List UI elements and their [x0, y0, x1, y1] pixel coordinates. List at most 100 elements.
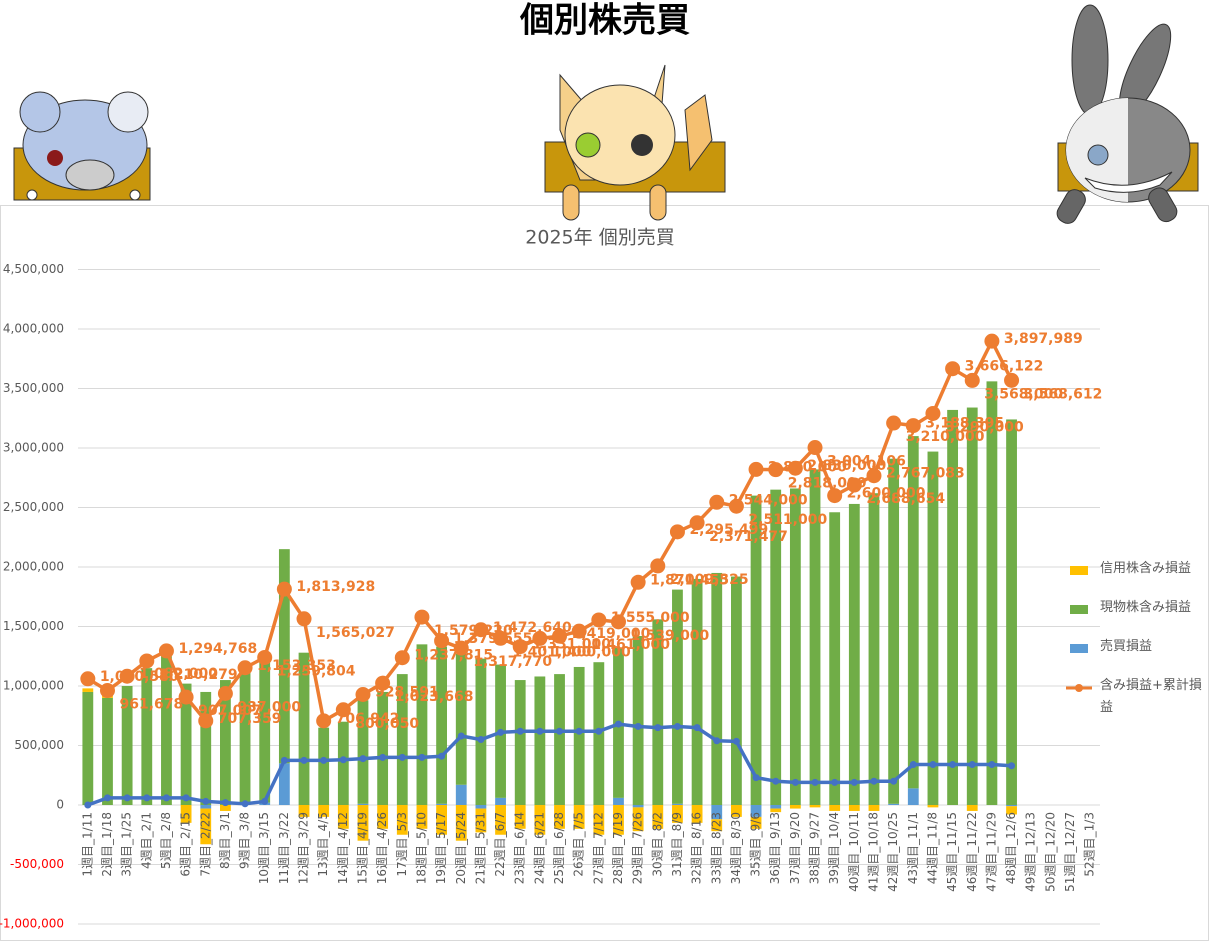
line-marker: [905, 418, 921, 434]
y-tick-label: 4,500,000: [3, 262, 64, 276]
bar: [927, 805, 939, 808]
data-label: 3,897,989: [1004, 331, 1083, 347]
x-tick-label: 14週目_4/12: [336, 812, 350, 884]
bar: [455, 805, 467, 841]
data-label: 2,820,000: [768, 459, 847, 475]
line-marker: [650, 558, 666, 574]
y-tick-label: 2,500,000: [3, 500, 64, 514]
bar: [475, 658, 487, 805]
data-label: 1,237,815: [414, 648, 493, 664]
line-marker: [320, 756, 328, 764]
x-tick-label: 51週目_12/27: [1063, 812, 1077, 892]
bar: [200, 691, 212, 805]
data-label: 1,461,000: [591, 637, 670, 653]
data-label: 1,317,770: [473, 654, 552, 670]
x-tick-label: 10週目_3/15: [257, 812, 271, 884]
y-tick-label: 3,000,000: [3, 441, 64, 455]
bar: [416, 805, 428, 829]
bar: [829, 805, 841, 811]
line-marker: [571, 623, 587, 639]
x-tick-label: 28週目_7/19: [611, 812, 625, 884]
bar: [711, 572, 723, 805]
bar: [829, 512, 841, 805]
line-marker: [532, 630, 548, 646]
bar: [121, 686, 133, 805]
legend-item: 現物株含み損益: [1066, 597, 1206, 619]
line-marker: [335, 702, 351, 718]
bar: [219, 680, 231, 805]
line-marker: [890, 777, 898, 785]
y-tick-label: 1,500,000: [3, 619, 64, 633]
line-marker: [162, 794, 170, 802]
x-tick-label: 15週目_4/19: [355, 812, 369, 884]
x-tick-label: 2週目_1/18: [100, 812, 114, 877]
line-marker: [768, 462, 784, 478]
data-label: 2,009,325: [670, 572, 749, 588]
bar: [848, 805, 860, 811]
y-tick-label: 1,000,000: [3, 679, 64, 693]
bar: [573, 666, 585, 805]
bar: [1006, 805, 1017, 807]
x-tick-label: 39週目_10/4: [827, 812, 841, 884]
bar: [534, 805, 546, 835]
data-label: 1,082,000: [139, 666, 218, 682]
bar: [495, 797, 506, 805]
bar: [593, 805, 605, 835]
bar: [534, 676, 546, 805]
legend-item: 売買損益: [1066, 636, 1206, 658]
bar: [691, 578, 703, 805]
data-label: 3,290,000: [945, 419, 1024, 435]
data-label: 1,539,000: [630, 628, 709, 644]
data-label: 2,600,000: [847, 486, 926, 502]
data-label: 3,666,122: [965, 359, 1044, 375]
x-tick-label: 20週目_5/24: [454, 812, 468, 884]
line-marker: [575, 727, 583, 735]
data-label: 2,295,499: [689, 522, 768, 538]
bar: [180, 683, 192, 805]
bar: [82, 688, 94, 692]
bar: [82, 691, 94, 805]
data-label: 928,591: [375, 684, 439, 700]
line-marker: [221, 799, 229, 807]
bar: [809, 469, 821, 805]
line-marker: [493, 630, 509, 646]
line-marker: [257, 649, 273, 665]
line-marker: [552, 628, 568, 644]
x-tick-label: 41週目_10/18: [866, 812, 880, 892]
bar: [632, 805, 644, 808]
x-tick-label: 25週目_6/28: [552, 812, 566, 884]
y-tick-label: 0: [56, 798, 64, 812]
data-label: 2,511,000: [748, 512, 827, 528]
bar: [652, 805, 664, 829]
line-marker: [929, 761, 937, 769]
line-marker: [237, 660, 253, 676]
line-marker: [477, 736, 485, 744]
bar: [219, 805, 231, 811]
line-marker: [591, 612, 607, 628]
line-marker: [909, 761, 917, 769]
data-label: 1,294,768: [178, 641, 257, 657]
x-tick-label: 30週目_8/2: [650, 812, 664, 877]
chart-frame: [0, 205, 1209, 941]
bar: [377, 805, 389, 829]
x-tick-label: 4週目_2/1: [139, 812, 153, 869]
data-label: 2,371,477: [709, 529, 788, 545]
data-label: 1,813,928: [296, 579, 375, 595]
bar: [672, 805, 683, 823]
line-marker: [414, 609, 430, 625]
bar: [239, 668, 251, 805]
y-tick-label: -1,000,000: [0, 917, 64, 931]
bar: [318, 805, 330, 817]
data-label: 961,678: [119, 697, 183, 713]
data-label: 1,472,640: [493, 620, 572, 636]
bar: [907, 436, 919, 789]
bar: [554, 674, 565, 805]
data-label: 1,871,455: [650, 572, 729, 588]
bear-mascot: [13, 91, 151, 201]
line-marker: [276, 581, 292, 597]
x-tick-label: 52週目_1/3: [1083, 812, 1097, 877]
bar: [102, 697, 113, 805]
line-marker: [772, 777, 780, 785]
bar: [514, 680, 526, 805]
